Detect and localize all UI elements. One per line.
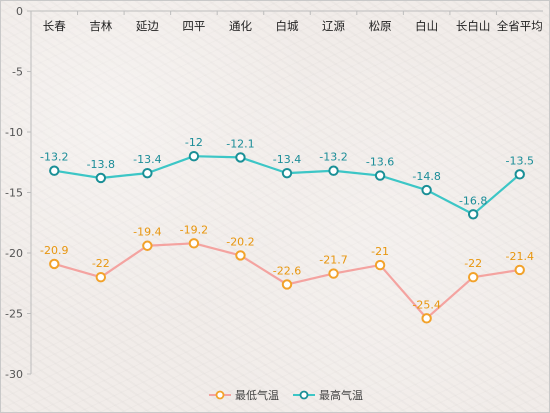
y-tick-label: -20 [5,247,23,260]
x-category-label: 松原 [369,19,392,33]
data-point [467,209,479,220]
series-min-temp: -20.9 -22 -19.4 -19.2 -20.2 -22.6 -21.7 -21 -25.… [40,223,534,324]
data-label: -13.2 [319,151,347,164]
data-label: -13.6 [366,156,394,169]
data-point [95,172,107,184]
x-category-label: 吉林 [89,19,112,33]
data-label: -13.5 [505,154,533,167]
series-max-temp: -13.2 -13.8 -13.4 -12 -12.1 -13.4 -13.2 -13.6 -1… [40,136,534,220]
axes: 0 -5 -10 -15 -20 -25 -30 长春 吉林 延边 四平 通化 白城 辽源 松原 白山 长白山全… [5,5,543,381]
data-label: -19.4 [133,226,161,239]
data-label: -20.2 [226,235,254,248]
data-label: -19.2 [180,223,208,236]
x-category-label: 辽源 [322,19,345,33]
data-label: -13.2 [40,151,68,164]
legend-label: 最高气温 [319,388,363,402]
y-tick-label: -25 [5,308,23,321]
x-category-label: 通化 [229,19,252,33]
legend-item-max-temp: 最高气温 [293,388,363,402]
data-point [374,259,386,271]
data-point [142,240,153,251]
data-point [49,258,60,270]
x-category-label: 白城 [276,19,299,33]
legend: 最低气温 最高气温 [209,388,363,402]
x-category-label: 长春 [43,19,66,33]
y-tick-label: -15 [5,187,23,200]
data-label: -14.8 [412,170,440,183]
data-point [188,238,200,249]
x-category-label: 白山 [415,19,438,33]
legend-item-min-temp: 最低气温 [209,388,279,402]
data-point [49,165,60,176]
data-label: -25.4 [412,298,440,311]
data-label: -21.7 [319,254,347,267]
data-point [235,152,246,163]
data-point [235,250,246,261]
data-label: -13.8 [87,158,115,171]
data-label: -21 [371,245,389,258]
data-label: -22 [464,257,482,270]
data-point [421,313,432,324]
data-label: -12.1 [226,137,254,150]
y-tick-label: -10 [5,126,23,139]
data-label: -13.4 [273,153,301,166]
data-point [514,264,525,276]
y-tick-label: -5 [12,66,23,79]
data-point [281,167,293,179]
data-point [467,272,479,283]
data-label: -22 [92,257,110,270]
data-label: -12 [185,136,203,149]
data-label: -21.4 [505,250,533,263]
data-point [142,167,153,179]
legend-marker [299,390,309,400]
data-point [328,268,339,279]
data-point [95,272,107,283]
data-point [188,151,200,162]
data-point [328,165,339,176]
data-point [514,169,525,180]
series-layer: -20.9 -22 -19.4 -19.2 -20.2 -22.6 -21.7 -21 -25.… [40,136,534,324]
data-label: -22.6 [273,264,301,277]
data-point [281,279,293,290]
data-label: -20.9 [40,244,68,257]
legend-label: 最低气温 [235,388,279,402]
data-point [421,184,432,196]
data-label: -13.4 [133,153,161,166]
data-point [374,170,386,181]
y-tick-label: 0 [16,5,23,18]
x-category-label: 全省平均 [497,19,543,33]
data-label: -16.8 [459,194,487,207]
y-tick-label: -30 [5,368,23,381]
x-category-label: 延边 [136,19,159,33]
legend-marker [215,390,225,400]
x-category-label: 长白山 [456,19,491,33]
x-category-label: 四平 [182,19,205,33]
